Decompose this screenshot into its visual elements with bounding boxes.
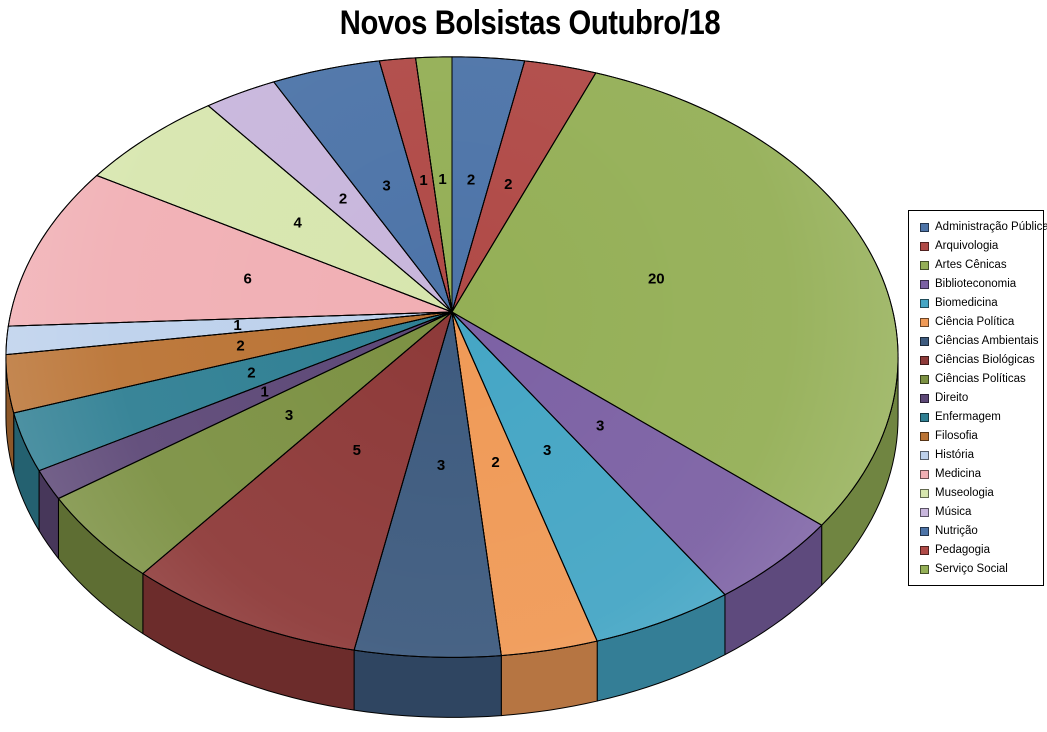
legend-item[interactable]: Enfermagem <box>920 408 1039 427</box>
pie-slice-outline <box>415 56 453 313</box>
chart-title: Novos Bolsistas Outubro/18 <box>339 4 721 42</box>
legend-item[interactable]: Ciência Política <box>920 313 1039 332</box>
legend-item[interactable]: História <box>920 446 1039 465</box>
legend-swatch-icon <box>920 489 929 498</box>
legend-swatch-icon <box>920 356 929 365</box>
legend-label: Museologia <box>935 487 994 499</box>
legend-item[interactable]: Administração Pública <box>920 218 1047 237</box>
legend-swatch-icon <box>920 451 929 460</box>
legend-item[interactable]: Nutrição <box>920 522 1039 541</box>
legend-label: Ciências Políticas <box>935 373 1026 385</box>
slice-value-label: 2 <box>247 365 255 382</box>
legend-label: Medicina <box>935 468 982 480</box>
legend-label: Ciências Biológicas <box>935 354 1035 366</box>
pie-slice-outline <box>7 175 453 327</box>
legend-swatch-icon <box>920 337 929 346</box>
slice-value-label: 5 <box>353 442 361 459</box>
legend-label: Música <box>935 506 972 518</box>
pie-slice-outline <box>273 60 453 313</box>
slice-value-label: 2 <box>467 171 475 188</box>
legend-swatch-icon <box>920 565 929 574</box>
slice-value-label: 2 <box>504 176 512 193</box>
pie-slice-outline <box>451 311 598 657</box>
pie-slice-outline <box>451 60 597 313</box>
legend-swatch-icon <box>920 394 929 403</box>
legend-swatch-icon <box>920 546 929 555</box>
legend-item[interactable]: Ciências Políticas <box>920 370 1039 389</box>
legend-swatch-icon <box>920 280 929 289</box>
legend-label: Pedagogia <box>935 544 990 556</box>
pie-slice-outline <box>207 81 453 313</box>
legend-swatch-icon <box>920 242 929 251</box>
legend-swatch-icon <box>920 432 929 441</box>
slice-value-label: 3 <box>543 442 551 459</box>
legend-swatch-icon <box>920 223 929 232</box>
legend-label: Arquivologia <box>935 240 999 252</box>
pie-slice-outline <box>451 56 526 313</box>
slice-value-label: 20 <box>648 271 665 288</box>
legend-swatch-icon <box>920 413 929 422</box>
legend-item[interactable]: Medicina <box>920 465 1039 484</box>
legend-label: Direito <box>935 392 969 404</box>
legend-swatch-icon <box>920 318 929 327</box>
legend-item[interactable]: Direito <box>920 389 1039 408</box>
legend-item[interactable]: Ciências Biológicas <box>920 351 1039 370</box>
pie-slice-outline <box>5 311 453 414</box>
slice-value-label: 1 <box>438 171 446 188</box>
slice-value-label: 3 <box>285 407 293 424</box>
legend-label: Filosofia <box>935 430 978 442</box>
legend-label: Enfermagem <box>935 411 1001 423</box>
legend-item[interactable]: Arquivologia <box>920 237 1039 256</box>
slice-value-label: 2 <box>236 338 244 355</box>
pie-shine-overlay <box>5 56 899 658</box>
legend-swatch-icon <box>920 527 929 536</box>
legend-label: História <box>935 449 974 461</box>
legend-label: Serviço Social <box>935 563 1008 575</box>
slice-value-label: 1 <box>233 317 241 334</box>
legend-item[interactable]: Pedagogia <box>920 541 1039 560</box>
legend-item[interactable]: Biblioteconomia <box>920 275 1039 294</box>
legend-item[interactable]: Biomedicina <box>920 294 1039 313</box>
pie-slice-outline <box>451 311 823 596</box>
legend-item[interactable]: Ciências Ambientais <box>920 332 1039 351</box>
legend-item[interactable]: Música <box>920 503 1039 522</box>
legend-label: Biomedicina <box>935 297 998 309</box>
pie-slice-outline <box>96 105 453 313</box>
legend-item[interactable]: Artes Cênicas <box>920 256 1039 275</box>
slice-value-label: 2 <box>339 191 347 208</box>
slice-value-label: 1 <box>419 172 427 189</box>
slice-value-label: 3 <box>596 417 604 434</box>
legend-swatch-icon <box>920 299 929 308</box>
legend-box: Administração Pública Arquivologia Artes C… <box>908 210 1047 586</box>
legend-item[interactable]: Serviço Social <box>920 560 1039 579</box>
pie-slice-side[interactable] <box>353 649 502 718</box>
legend-label: Administração Pública <box>935 221 1047 233</box>
pie-slice-outline <box>451 72 899 526</box>
legend-label: Biblioteconomia <box>935 278 1017 290</box>
legend-swatch-icon <box>920 375 929 384</box>
legend-item[interactable]: Filosofia <box>920 427 1039 446</box>
pie-slice-outline <box>451 311 726 642</box>
pie-slice-outline <box>13 311 453 472</box>
slice-value-label: 2 <box>491 454 499 471</box>
legend-label: Ciência Política <box>935 316 1015 328</box>
legend-label: Nutrição <box>935 525 978 537</box>
slice-value-label: 3 <box>437 457 445 474</box>
pie-slice-outline <box>353 311 502 658</box>
legend-swatch-icon <box>920 508 929 517</box>
slice-value-label: 6 <box>244 271 252 288</box>
legend-item[interactable]: Museologia <box>920 484 1039 503</box>
legend-label: Ciências Ambientais <box>935 335 1039 347</box>
slice-value-label: 3 <box>382 178 390 195</box>
pie-slice-outline <box>142 311 453 651</box>
slice-value-label: 1 <box>261 384 269 401</box>
legend-swatch-icon <box>920 261 929 270</box>
legend-swatch-icon <box>920 470 929 479</box>
slice-value-label: 4 <box>294 215 303 232</box>
pie-slice-outline <box>57 311 453 575</box>
legend-label: Artes Cênicas <box>935 259 1007 271</box>
